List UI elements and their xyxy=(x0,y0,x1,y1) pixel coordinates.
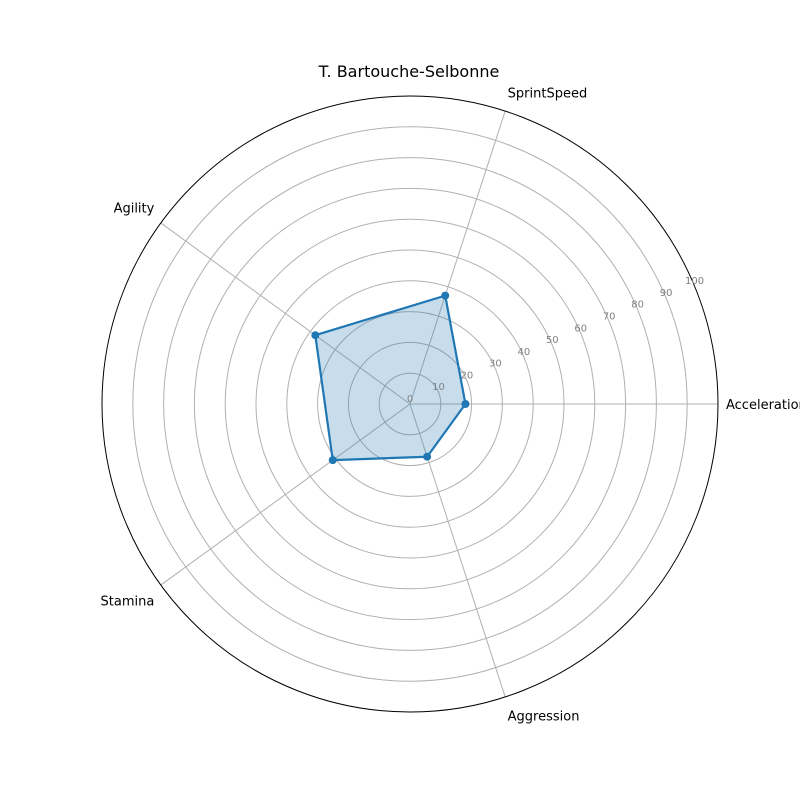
series-layer xyxy=(311,291,470,465)
label-layer: 0 10 20 30 40 50 60 70 80 90 100 Acceleration Sprint… xyxy=(101,86,800,724)
spoke-aggression xyxy=(409,403,506,698)
r-tick-label-20: 20 xyxy=(461,370,474,381)
outer-ring xyxy=(101,95,719,713)
data-point-acceleration xyxy=(461,400,470,408)
data-point-sprintspeed xyxy=(441,291,450,300)
grid-layer xyxy=(101,95,719,713)
category-label-aggression: Aggression xyxy=(508,710,580,725)
r-tick-label-40: 40 xyxy=(517,347,530,358)
data-point-stamina xyxy=(328,456,337,465)
r-tick-label-60: 60 xyxy=(574,323,587,334)
category-label-acceleration: Acceleration xyxy=(726,398,800,413)
data-point-agility xyxy=(311,331,320,340)
series-area xyxy=(315,295,466,461)
r-tick-label-30: 30 xyxy=(489,359,502,370)
r-tick-label-0: 0 xyxy=(407,394,413,405)
r-tick-label-100: 100 xyxy=(685,276,704,287)
r-tick-label-10: 10 xyxy=(432,382,445,393)
series-line xyxy=(314,294,467,462)
r-tick-label-50: 50 xyxy=(546,335,559,346)
category-label-stamina: Stamina xyxy=(101,595,155,610)
category-label-sprintspeed: SprintSpeed xyxy=(508,86,588,101)
data-point-aggression xyxy=(423,452,432,461)
chart-title: T. Bartouche-Selbonne xyxy=(318,62,500,81)
spoke-stamina xyxy=(160,403,411,586)
r-tick-label-90: 90 xyxy=(660,288,673,299)
spoke-agility xyxy=(160,222,411,405)
category-label-agility: Agility xyxy=(114,201,155,216)
spoke-sprintspeed xyxy=(409,110,506,405)
r-tick-label-70: 70 xyxy=(603,311,616,322)
r-tick-label-80: 80 xyxy=(631,300,644,311)
